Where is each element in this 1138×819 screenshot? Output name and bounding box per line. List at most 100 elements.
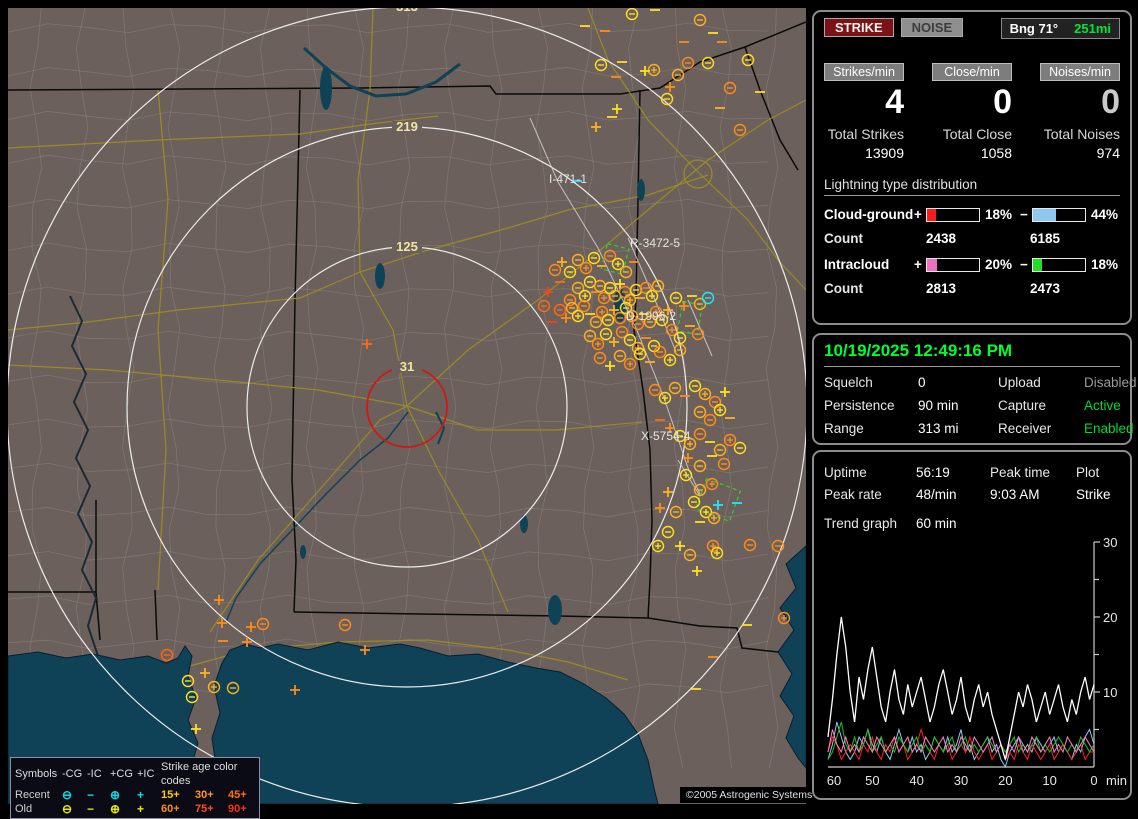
strike-symbol xyxy=(699,505,713,519)
strike-symbol xyxy=(651,279,665,293)
ring-label: 219 xyxy=(396,119,418,134)
strike-symbol xyxy=(692,566,702,576)
road xyxy=(8,364,408,407)
datetime-display: 10/19/2025 12:49:16 PM xyxy=(824,341,1120,367)
legend-col-pos-cg: +CG xyxy=(110,768,133,780)
strike-symbol xyxy=(777,611,791,625)
x-unit-label: min xyxy=(1106,773,1127,788)
strike-symbol xyxy=(625,309,639,323)
total-strikes-value: 13909 xyxy=(865,145,904,161)
peak-rate-row: Peak rate 48/min 9:03 AM Strike xyxy=(824,487,1120,502)
strike-symbol xyxy=(290,685,300,695)
x-tick-label: 50 xyxy=(865,773,879,788)
county-line xyxy=(581,8,595,769)
storm-cell-label: I-471-1 xyxy=(549,172,587,186)
legend-recent-label: Recent xyxy=(15,789,50,801)
minus-sign: − xyxy=(1020,207,1028,222)
age-30: 30+ xyxy=(195,789,214,801)
count-label: Count xyxy=(824,231,863,246)
strike-symbol xyxy=(207,680,221,694)
ring-label: 313 xyxy=(396,8,418,14)
close-per-min-value: 0 xyxy=(993,83,1012,121)
strike-symbol xyxy=(612,104,622,114)
strike-symbol xyxy=(563,265,577,279)
squelch-value: 0 xyxy=(918,375,926,390)
strike-symbol xyxy=(362,339,372,349)
strike-symbol xyxy=(668,381,682,395)
lake xyxy=(548,595,562,625)
strike-symbol xyxy=(609,305,619,315)
strike-symbol xyxy=(723,81,737,95)
persistence-row: Persistence 90 min Capture Active xyxy=(824,398,1121,413)
ring-label: 125 xyxy=(396,239,418,254)
strike-symbol xyxy=(669,505,683,519)
strike-symbol xyxy=(557,257,567,267)
ring-label-bg xyxy=(392,241,422,253)
lightning-map[interactable]: 313 219 125 31 I-471-1 R-3472-5 D-1996-2 X-5754… xyxy=(8,8,819,819)
minus-icon: − xyxy=(87,788,95,802)
state-border xyxy=(744,46,799,171)
strike-symbol xyxy=(720,387,730,397)
strike-symbol xyxy=(181,674,195,688)
strike-symbol xyxy=(663,305,673,315)
intracloud-label: Intracloud xyxy=(824,257,890,272)
strike-symbol xyxy=(583,329,597,343)
strike-symbol xyxy=(599,327,613,341)
circle-plus-icon: ⊕ xyxy=(110,802,121,816)
x-tick-label: 60 xyxy=(827,773,841,788)
strike-symbol xyxy=(623,357,637,371)
lake xyxy=(637,179,645,201)
strike-symbol xyxy=(663,487,673,497)
legend-header-row: Symbols -CG -IC +CG +IC Strike age color… xyxy=(15,760,255,788)
total-close-label: Total Close xyxy=(942,126,1012,142)
copyright-label: ©2005 Astrogenic Systems xyxy=(680,787,819,803)
strike-symbol xyxy=(705,477,719,491)
peak-time-label: Peak time xyxy=(990,465,1051,480)
storm-cell-box xyxy=(694,478,742,522)
strike-symbol xyxy=(591,122,601,132)
legend-col-neg-ic: -IC xyxy=(87,768,102,780)
strike-symbol xyxy=(563,293,577,307)
strike-symbol xyxy=(653,345,667,359)
strike-symbol xyxy=(673,429,687,443)
cloud-ground-label: Cloud-ground xyxy=(824,207,914,222)
strikes-per-min-value: 4 xyxy=(885,83,904,121)
county-line xyxy=(8,506,769,518)
upload-status: Disabled xyxy=(1084,375,1137,390)
sea xyxy=(777,545,806,769)
county-line xyxy=(305,8,319,769)
ring-label-bg xyxy=(392,8,422,13)
strike-symbol xyxy=(613,349,627,363)
strike-symbol xyxy=(669,291,683,305)
total-strikes-label: Total Strikes xyxy=(827,126,904,142)
strike-symbol xyxy=(256,617,270,631)
legend-recent-row: Recent ⊖ − ⊕ + 15+ 30+ 45+ xyxy=(15,788,255,802)
strike-symbol xyxy=(683,437,697,451)
strike-symbol xyxy=(743,538,757,552)
squelch-row: Squelch 0 Upload Disabled xyxy=(824,375,1137,390)
state-border xyxy=(291,89,301,613)
y-tick-label: 10 xyxy=(1103,685,1117,700)
strike-symbol xyxy=(703,413,717,427)
strike-symbol xyxy=(655,503,665,513)
strike-symbol xyxy=(360,645,370,655)
strike-toggle-button[interactable]: STRIKE xyxy=(824,18,894,37)
trend-chart: 10 20 30 60 50 40 30 20 10 0 min xyxy=(827,537,1127,788)
lake xyxy=(375,263,385,289)
strike-symbol xyxy=(698,387,712,401)
uptime-label: Uptime xyxy=(824,465,867,480)
noise-toggle-button[interactable]: NOISE xyxy=(900,18,964,37)
storm-cell-label: X-5754-4 xyxy=(641,429,691,443)
peak-time-value: 9:03 AM xyxy=(990,487,1040,502)
total-close-value: 1058 xyxy=(980,145,1012,161)
persistence-label: Persistence xyxy=(824,398,895,413)
peak-rate-label: Peak rate xyxy=(824,487,882,502)
strike-symbol xyxy=(548,263,562,277)
trend-graph-label: Trend graph xyxy=(824,516,898,531)
strike-symbol xyxy=(673,331,687,345)
strike-symbol xyxy=(693,297,707,311)
map-legend: Symbols -CG -IC +CG +IC Strike age color… xyxy=(10,757,260,819)
strike-symbol xyxy=(675,541,685,551)
circle-minus-icon: ⊖ xyxy=(62,788,73,802)
strike-symbol xyxy=(639,281,653,295)
